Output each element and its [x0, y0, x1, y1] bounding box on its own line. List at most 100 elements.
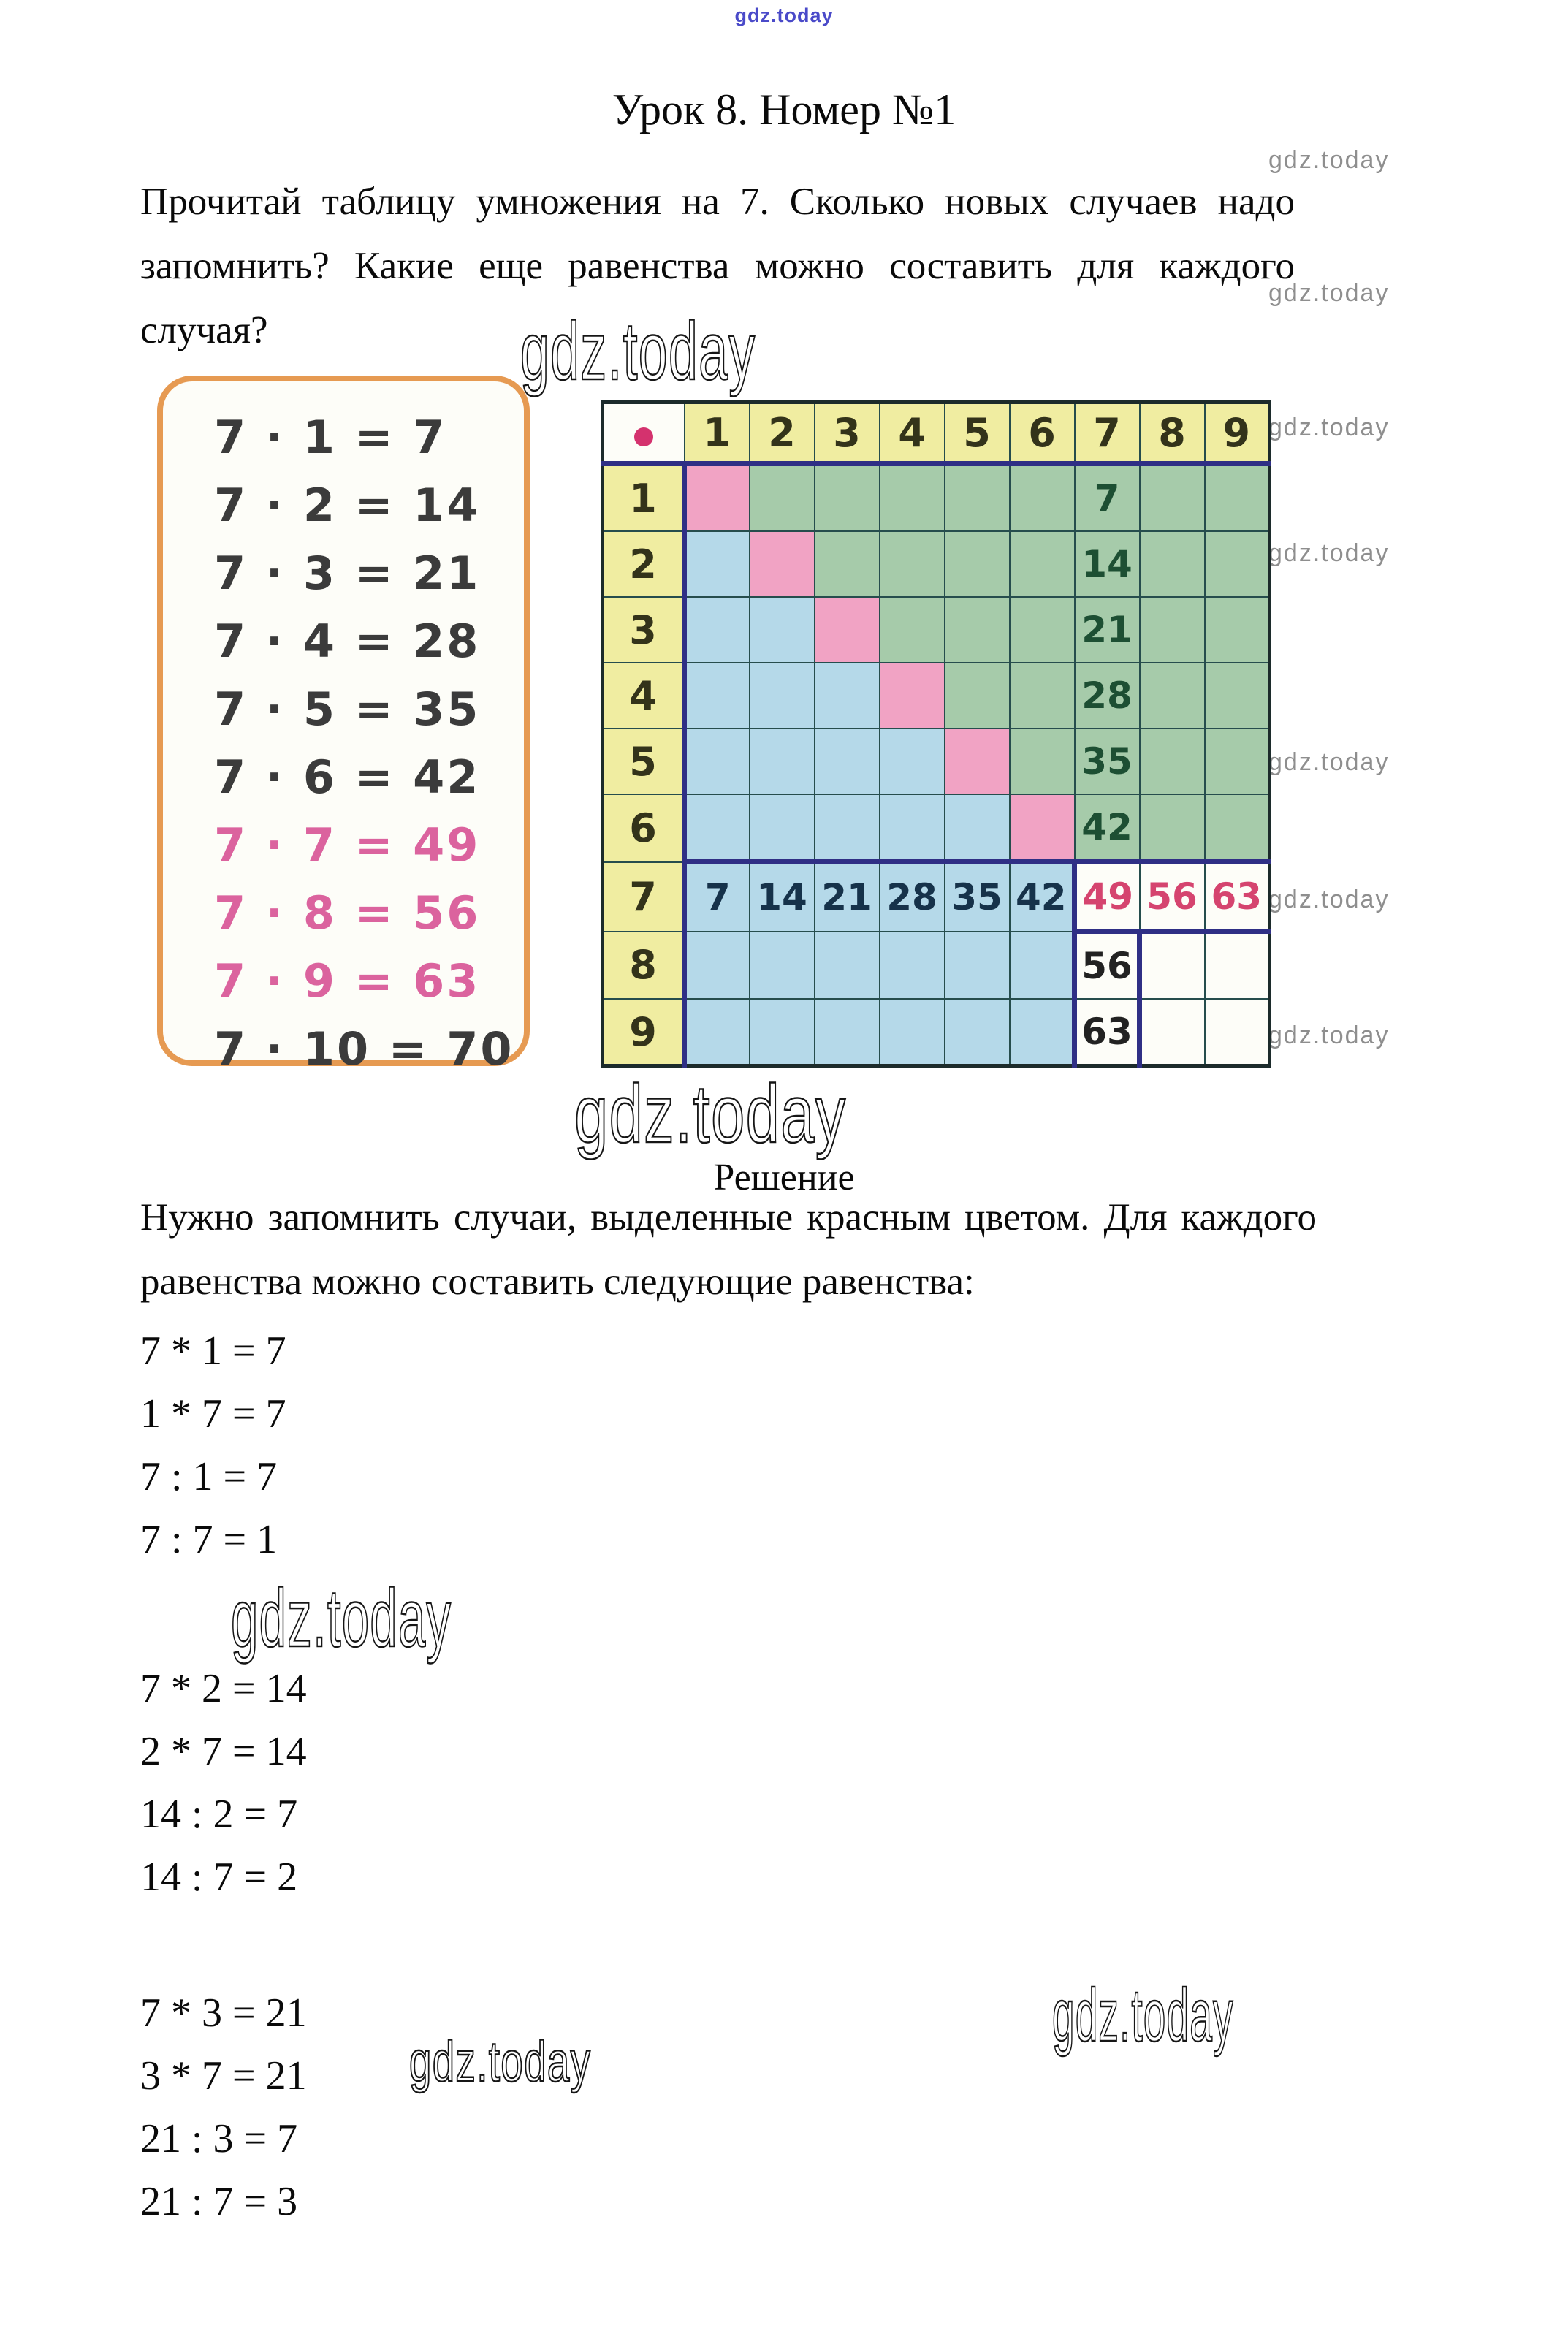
grid-cell: [683, 728, 750, 795]
grid-cell: [1008, 596, 1076, 663]
grid-col-header: 5: [943, 401, 1011, 466]
grid-row-header: 4: [601, 662, 687, 729]
multiply-dot-icon: [634, 427, 654, 446]
grid-cell: [943, 728, 1011, 795]
solution-text: Нужно запомнить случаи, выделенные красн…: [140, 1196, 1317, 1303]
grid-cell: 42: [1073, 794, 1141, 863]
grid-cell: [683, 662, 750, 729]
fact-line: 7 · 5 = 35: [214, 682, 481, 736]
grid-cell: 35: [1073, 728, 1141, 795]
grid-cell: [748, 930, 815, 1000]
grid-cell: [1203, 596, 1271, 663]
solution-heading: Решение: [713, 1157, 855, 1198]
grid-cell: [878, 596, 945, 663]
grid-cell: 14: [1073, 530, 1141, 598]
grid-cell: [1138, 662, 1206, 729]
grid-cell: [748, 530, 815, 598]
grid-cell: [878, 662, 945, 729]
grid-cell: [1138, 998, 1206, 1067]
grid-cell: [878, 728, 945, 795]
grid-row-header: 6: [601, 794, 687, 863]
grid-cell: [943, 930, 1011, 1000]
watermark: gdz.today: [1268, 1022, 1390, 1049]
equation-line: 7 : 1 = 7: [140, 1454, 278, 1499]
fact-line: 7 · 10 = 70: [214, 1022, 514, 1076]
equation-line: 3 * 7 = 21: [140, 2053, 307, 2099]
grid-cell: [1138, 530, 1206, 598]
grid-row-header: 7: [601, 861, 687, 932]
grid-cell: [1138, 728, 1206, 795]
fact-line: 7 · 3 = 21: [214, 547, 481, 600]
grid-cell: [878, 930, 945, 1000]
grid-cell: 35: [943, 859, 1011, 932]
equation-group-2: 7 * 2 = 14 2 * 7 = 14 14 : 2 = 7 14 : 7 = 2: [140, 1657, 307, 1909]
grid-cell: [943, 463, 1011, 532]
grid-cell: [813, 596, 880, 663]
grid-cell: [943, 662, 1011, 729]
watermark: gdz.today: [1268, 414, 1390, 441]
grid-cell: 21: [1073, 596, 1141, 663]
grid-cell: [1203, 930, 1271, 1000]
equation-line: 7 * 1 = 7: [140, 1328, 286, 1374]
grid-cell: [748, 794, 815, 863]
grid-cell: [683, 463, 750, 532]
grid-cell: [1138, 596, 1206, 663]
grid-cell: [1008, 794, 1076, 863]
watermark: gdz.today: [574, 1068, 847, 1161]
grid-cell: [1138, 794, 1206, 863]
watermark: gdz.today: [1268, 539, 1390, 567]
grid-cell: [1138, 463, 1206, 532]
fact-line: 7 · 2 = 14: [214, 479, 481, 532]
grid-cell: [1008, 728, 1076, 795]
grid-cell: [748, 728, 815, 795]
grid-cell: [943, 530, 1011, 598]
fact-line: 7 · 1 = 7: [214, 411, 447, 464]
grid-cell: [1203, 662, 1271, 729]
equation-line: 14 : 2 = 7: [140, 1792, 298, 1837]
problem-text: Прочитай таблицу умножения на 7. Сколько…: [140, 180, 1295, 351]
equation-line: 1 * 7 = 7: [140, 1391, 286, 1437]
grid-col-header: 3: [813, 401, 880, 466]
page-title: Урок 8. Номер №1: [612, 85, 956, 134]
grid-cell: [878, 530, 945, 598]
grid-row-header: 5: [601, 728, 687, 795]
grid-cell: 42: [1008, 859, 1076, 932]
grid-cell: [1008, 930, 1076, 1000]
grid-cell: [813, 930, 880, 1000]
watermark: gdz.today: [230, 1572, 452, 1665]
grid-col-header: 2: [748, 401, 815, 466]
grid-row-header: 1: [601, 463, 687, 532]
grid-cell: 28: [878, 859, 945, 932]
fact-line: 7 · 8 = 56: [214, 886, 481, 940]
grid-cell: 56: [1072, 930, 1142, 1000]
grid-cell: [943, 794, 1011, 863]
grid-col-header: 4: [878, 401, 945, 466]
equation-line: 2 * 7 = 14: [140, 1729, 307, 1774]
equation-line: 14 : 7 = 2: [140, 1855, 298, 1900]
grid-cell: 63: [1203, 859, 1271, 934]
grid-cell: [1203, 463, 1271, 532]
grid-cell: [943, 596, 1011, 663]
watermark: gdz.today: [734, 4, 834, 26]
grid-cell: [878, 794, 945, 863]
grid-cell: [1008, 463, 1076, 532]
fact-line: 7 · 6 = 42: [214, 750, 481, 804]
grid-row-header: 8: [601, 930, 687, 1000]
grid-corner-cell: [601, 401, 685, 466]
grid-cell: 28: [1073, 662, 1141, 729]
grid-cell: [813, 998, 880, 1067]
fact-line: 7 · 7 = 49: [214, 818, 481, 872]
grid-cell: [748, 463, 815, 532]
grid-cell: [813, 794, 880, 863]
grid-cell: 21: [813, 859, 880, 932]
grid-cell: [1008, 530, 1076, 598]
grid-cell: [1203, 794, 1271, 863]
equation-line: 7 * 2 = 14: [140, 1666, 307, 1711]
grid-row-header: 2: [601, 530, 687, 598]
grid-col-header: 7: [1073, 401, 1141, 466]
grid-col-header: 1: [683, 401, 750, 466]
equation-group-3: 7 * 3 = 21 3 * 7 = 21 21 : 3 = 7 21 : 7 = 3: [140, 1982, 307, 2233]
grid-row-header: 3: [601, 596, 687, 663]
